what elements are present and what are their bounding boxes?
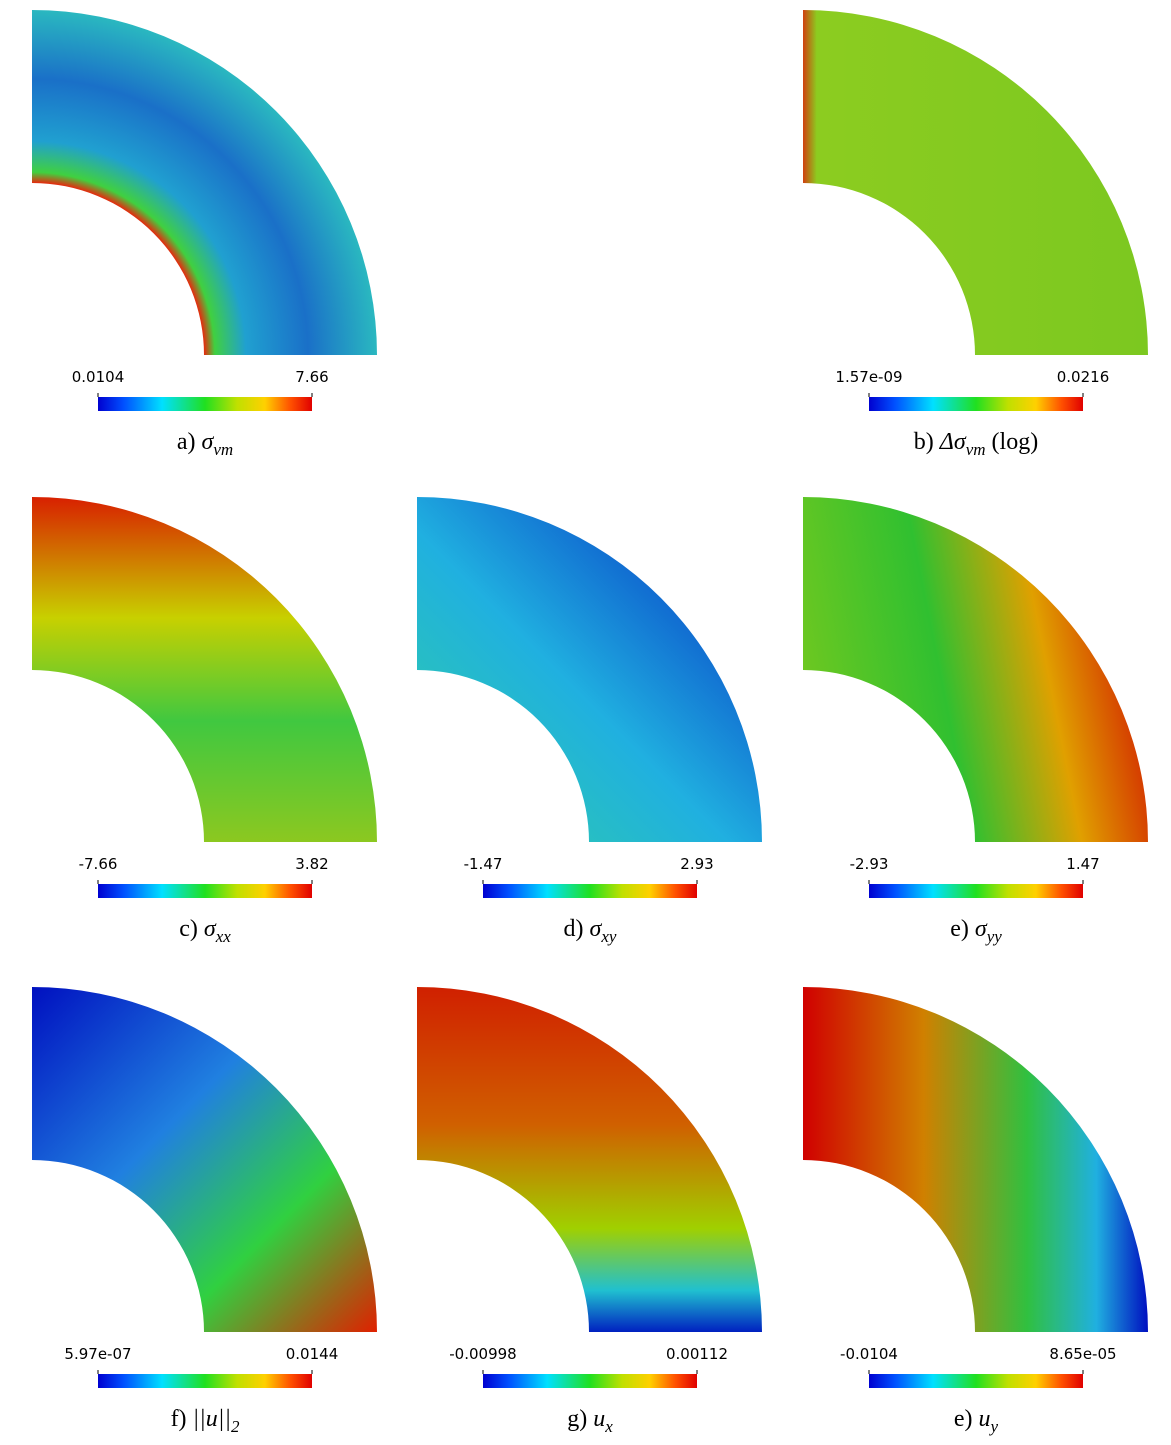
caption: d) σxy <box>564 916 617 946</box>
colorbar-min: 5.97e-07 <box>64 1345 131 1363</box>
caption: c) σxx <box>179 916 231 946</box>
colorbar <box>98 884 312 898</box>
colorbar <box>98 397 312 411</box>
caption-letter: e) <box>950 916 969 942</box>
colorbar-min: -1.47 <box>464 855 503 873</box>
caption-subscript: y <box>989 1417 999 1436</box>
colorbar-max: 3.82 <box>295 855 328 873</box>
caption: e) σyy <box>950 916 1002 946</box>
panel: 1.57e-09 0.0216 b) Δσvm (log) <box>803 10 1148 459</box>
panel: 5.97e-07 0.0144 f) ||u||2 <box>32 987 377 1436</box>
panel: -7.66 3.82 c) σxx <box>32 497 377 946</box>
colorbar-max: 8.65e-05 <box>1049 1345 1116 1363</box>
field-plot <box>417 497 762 842</box>
caption-symbol: u <box>593 1406 605 1432</box>
caption-subscript: vm <box>213 440 233 459</box>
caption-symbol: σ <box>201 429 214 455</box>
caption-letter: g) <box>567 1406 587 1432</box>
caption-symbol: σ <box>975 916 988 942</box>
field-plot <box>803 987 1148 1332</box>
colorbar-max: 2.93 <box>680 855 713 873</box>
colorbar-min: -0.00998 <box>449 1345 516 1363</box>
colorbar-min: 1.57e-09 <box>835 368 902 386</box>
field-plot <box>417 987 762 1332</box>
colorbar-min: 0.0104 <box>72 368 125 386</box>
colorbar <box>869 1374 1083 1388</box>
caption: e) uy <box>954 1406 999 1436</box>
field-plot <box>32 497 377 842</box>
caption-letter: c) <box>179 916 198 942</box>
colorbar <box>483 884 697 898</box>
panel: 0.0104 7.66 a) σvm <box>32 10 377 459</box>
colorbar-min: -7.66 <box>79 855 118 873</box>
caption-letter: d) <box>564 916 584 942</box>
caption-letter: a) <box>177 429 196 455</box>
panel: -1.47 2.93 d) σxy <box>417 497 762 946</box>
caption-subscript: yy <box>985 927 1003 946</box>
field-plot <box>32 987 377 1332</box>
caption-subscript: xx <box>215 927 232 946</box>
caption-symbol: u <box>979 1406 991 1432</box>
caption-letter: e) <box>954 1406 973 1432</box>
caption-letter: b) <box>914 429 934 455</box>
caption-symbol: ||u|| <box>193 1406 231 1432</box>
colorbar-min: -0.0104 <box>840 1345 898 1363</box>
colorbar-max: 7.66 <box>295 368 328 386</box>
caption: f) ||u||2 <box>171 1406 240 1436</box>
colorbar <box>483 1374 697 1388</box>
caption-symbol: Δσ <box>939 429 967 455</box>
colorbar <box>98 1374 312 1388</box>
caption-subscript: vm <box>966 440 986 459</box>
caption-suffix: (log) <box>992 429 1039 455</box>
caption-subscript: x <box>604 1417 613 1436</box>
panel: -2.93 1.47 e) σyy <box>803 497 1148 946</box>
caption: b) Δσvm (log) <box>914 429 1038 459</box>
field-plot <box>32 10 377 355</box>
colorbar-max: 0.0216 <box>1057 368 1110 386</box>
caption-letter: f) <box>171 1406 187 1432</box>
colorbar-max: 0.0144 <box>286 1345 339 1363</box>
colorbar-max: 0.00112 <box>666 1345 728 1363</box>
field-plot <box>803 497 1148 842</box>
panel: -0.00998 0.00112 g) ux <box>417 987 762 1436</box>
caption: g) ux <box>567 1406 613 1436</box>
caption-symbol: σ <box>590 916 603 942</box>
colorbar <box>869 884 1083 898</box>
panel: -0.0104 8.65e-05 e) uy <box>803 987 1148 1436</box>
field-plot <box>803 10 1148 355</box>
caption-subscript: xy <box>600 927 617 946</box>
colorbar <box>869 397 1083 411</box>
caption-subscript: 2 <box>231 1417 240 1436</box>
colorbar-max: 1.47 <box>1066 855 1099 873</box>
colorbar-min: -2.93 <box>850 855 889 873</box>
caption-symbol: σ <box>204 916 217 942</box>
caption: a) σvm <box>177 429 233 459</box>
